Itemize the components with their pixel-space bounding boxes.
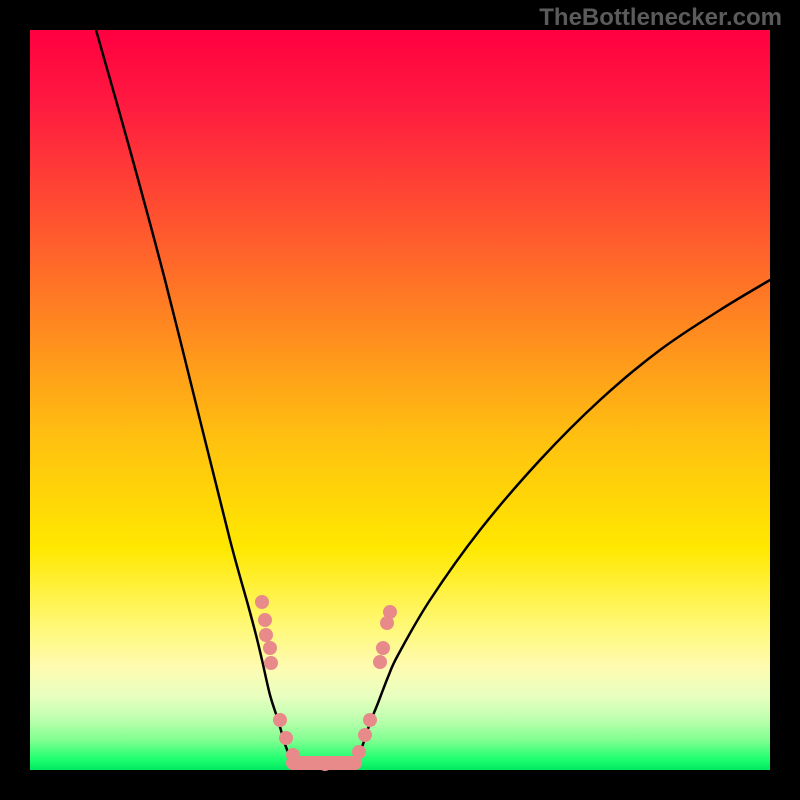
pink-marker [376, 641, 390, 655]
pink-marker [259, 628, 273, 642]
pink-marker [373, 655, 387, 669]
pink-marker [341, 756, 355, 770]
pink-marker [264, 656, 278, 670]
pink-marker [273, 713, 287, 727]
watermark-text: TheBottlenecker.com [539, 4, 782, 32]
pink-marker [255, 595, 269, 609]
pink-marker [258, 613, 272, 627]
pink-marker [263, 641, 277, 655]
pink-marker [279, 731, 293, 745]
gradient-background [30, 30, 770, 770]
pink-marker [352, 745, 366, 759]
pink-marker [383, 605, 397, 619]
pink-marker [293, 756, 307, 770]
chart-container: TheBottlenecker.com [0, 0, 800, 800]
pink-marker [358, 728, 372, 742]
pink-marker [363, 713, 377, 727]
pink-marker [318, 757, 332, 771]
bottleneck-chart [0, 0, 800, 800]
